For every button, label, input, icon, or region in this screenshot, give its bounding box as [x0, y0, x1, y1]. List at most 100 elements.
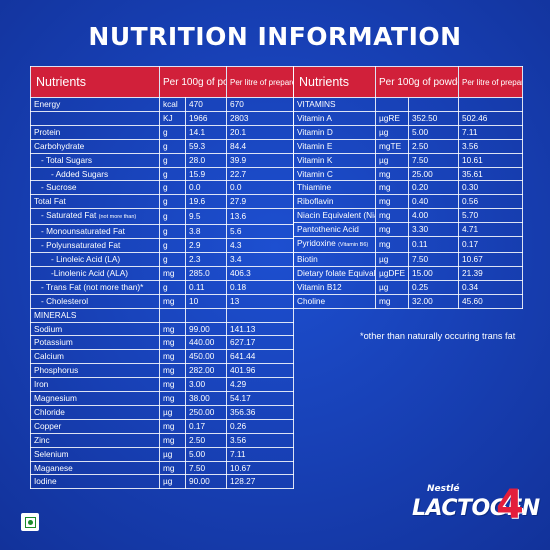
nutrient-name: - Sucrose	[30, 180, 160, 196]
nutrient-name: Vitamin A	[293, 110, 376, 126]
unit-cell: g	[159, 251, 186, 267]
unit-cell: µgRE	[375, 110, 409, 126]
unit-cell: mg	[159, 293, 186, 309]
nutrient-name: Selenium	[30, 446, 160, 462]
veg-mark-icon	[21, 513, 39, 531]
per100-cell: 5.00	[185, 446, 227, 462]
per-litre-cell: 5.6	[226, 224, 294, 240]
header-row: Nutrients Per 100g of powder Per litre o…	[293, 66, 523, 98]
per-litre-cell: 10.67	[226, 460, 294, 476]
table-row: - Trans Fat (not more than)* g 0.11 0.18	[30, 279, 294, 295]
table-row: Zinc mg 2.50 3.56	[30, 432, 294, 448]
table-row: Vitamin D µg 5.00 7.11	[293, 124, 523, 140]
table-row: - Monounsaturated Fat g 3.8 5.6	[30, 224, 294, 240]
nutrient-name-text: -Linolenic Acid (ALA)	[51, 267, 129, 278]
page-title: NUTRITION INFORMATION	[88, 22, 462, 51]
nutrient-name: -Linolenic Acid (ALA)	[30, 265, 160, 281]
nutrient-name-text: Dietary folate Equivalent	[297, 267, 376, 278]
nutrient-name-text: Carbohydrate	[34, 140, 85, 151]
unit-cell: mg	[159, 335, 186, 351]
nutrient-name-text: Potassium	[34, 337, 73, 348]
header-per100g: Per 100g of powder	[159, 66, 227, 98]
per-litre-cell: 84.4	[226, 138, 294, 154]
per100-cell: 9.5	[185, 208, 227, 226]
per100-cell: 7.50	[408, 152, 459, 168]
nutrient-name: Energy	[30, 97, 160, 112]
per100-cell: 32.00	[408, 293, 459, 309]
table-row: Pyridoxine (Vitamin B6) mg 0.11 0.17	[293, 236, 523, 253]
nutrient-name: Niacin Equivalent (Niacin)	[293, 208, 376, 224]
unit-cell: µg	[375, 152, 409, 168]
header-nutrients: Nutrients	[30, 66, 160, 98]
unit-cell: mg	[375, 293, 409, 309]
nutrient-name: Phosphorus	[30, 363, 160, 379]
per-litre-cell: 21.39	[458, 265, 523, 281]
per100-cell: 1966	[185, 110, 227, 126]
table-row: Maganese mg 7.50 10.67	[30, 460, 294, 476]
unit-cell: g	[159, 180, 186, 196]
unit-cell: µg	[159, 446, 186, 462]
nutrient-name: Vitamin C	[293, 166, 376, 182]
unit-cell: mgTE	[375, 138, 409, 154]
per100-cell: 15.00	[408, 265, 459, 281]
nutrient-name: Zinc	[30, 432, 160, 448]
per-litre-cell: 39.9	[226, 152, 294, 168]
unit-cell: mg	[159, 265, 186, 281]
nutrient-name-text: Calcium	[34, 351, 64, 362]
nutrient-name-text: Riboflavin	[297, 196, 334, 207]
per-litre-cell: 0.34	[458, 279, 523, 295]
nutrient-name: Thiamine	[293, 180, 376, 196]
nutrient-name-text: Vitamin A	[297, 112, 332, 123]
table-row: Iron mg 3.00 4.29	[30, 377, 294, 393]
nutrient-note: (not more than)	[98, 214, 137, 221]
unit-cell: mg	[375, 208, 409, 224]
per100-cell: 0.25	[408, 279, 459, 295]
nutrient-name-text: - Added Sugars	[51, 168, 109, 179]
table-row: - Polyunsaturated Fat g 2.9 4.3	[30, 238, 294, 253]
nutrient-name: Vitamin B12	[293, 279, 376, 295]
unit-cell: mg	[159, 460, 186, 476]
nutrient-name: - Monounsaturated Fat	[30, 224, 160, 240]
per-litre-cell: 10.67	[458, 251, 523, 267]
unit-cell: mg	[375, 236, 409, 253]
table-row: Vitamin E mgTE 2.50 3.56	[293, 138, 523, 154]
nutrient-name-text: Copper	[34, 420, 62, 431]
per100-cell: 90.00	[185, 474, 227, 490]
per100-cell: 28.0	[185, 152, 227, 168]
nutrient-name-text: - Linoleic Acid (LA)	[51, 253, 121, 264]
table-row: Riboflavin mg 0.40 0.56	[293, 194, 523, 210]
nutrient-name: Iron	[30, 377, 160, 393]
unit-cell: g	[159, 152, 186, 168]
per-litre-cell: 141.13	[226, 321, 294, 337]
per-litre-cell: 13.6	[226, 208, 294, 226]
per100-cell: 99.00	[185, 321, 227, 337]
per-litre-cell: 45.60	[458, 293, 523, 309]
per100-cell: 2.50	[185, 432, 227, 448]
per-litre-cell: 4.3	[226, 238, 294, 253]
per100-cell: 3.8	[185, 224, 227, 240]
nutrient-name-text: - Polyunsaturated Fat	[41, 240, 121, 251]
per100-cell: 470	[185, 97, 227, 112]
nutrient-name: - Cholesterol	[30, 293, 160, 309]
per-litre-cell: 0.26	[226, 418, 294, 434]
header-per-litre: Per litre of prepared formula	[226, 66, 294, 98]
per100-cell: 7.50	[408, 251, 459, 267]
footnote: *other than naturally occuring trans fat	[360, 331, 516, 341]
nutrient-name: Protein	[30, 124, 160, 140]
per-litre-cell: 7.11	[226, 446, 294, 462]
unit-cell: mg	[375, 194, 409, 210]
unit-cell: mg	[159, 349, 186, 365]
unit-cell: µg	[375, 251, 409, 267]
nutrient-name: Pyridoxine (Vitamin B6)	[293, 236, 376, 253]
nutrient-name-text: Thiamine	[297, 182, 332, 193]
per100-cell: 3.00	[185, 377, 227, 393]
unit-cell: µg	[375, 124, 409, 140]
header-nutrients: Nutrients	[293, 66, 376, 98]
unit-cell: mg	[159, 377, 186, 393]
brand-logo: Nestlé LACTOGEN 4	[410, 482, 540, 534]
nutrient-name: Magnesium	[30, 391, 160, 406]
per100-cell: 352.50	[408, 110, 459, 126]
table-row: Copper mg 0.17 0.26	[30, 418, 294, 434]
table-row: - Total Sugars g 28.0 39.9	[30, 152, 294, 168]
per-litre-cell: 5.70	[458, 208, 523, 224]
